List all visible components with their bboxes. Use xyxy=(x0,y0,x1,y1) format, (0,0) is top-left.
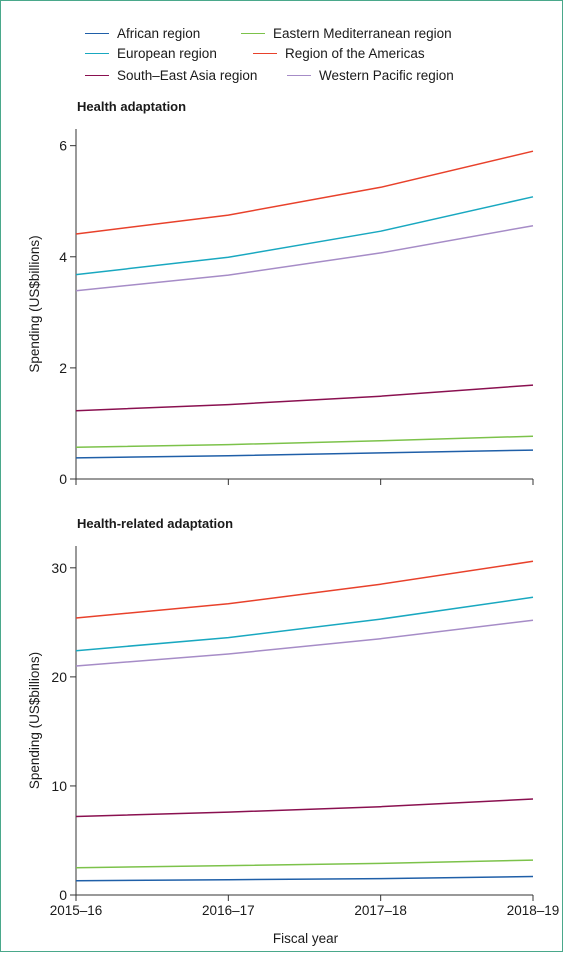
x-axis-label: Fiscal year xyxy=(273,931,339,946)
panel-title-health-related-adaptation: Health-related adaptation xyxy=(77,516,234,531)
legend-label: European region xyxy=(117,45,217,61)
series-line-south-east-asia-region xyxy=(75,384,534,412)
series-line-african-region xyxy=(75,875,534,882)
series-line-european-region xyxy=(75,196,534,276)
y-axis-label: Spending (US$billions) xyxy=(27,235,42,372)
legend-item-south-east-asia: South–East Asia region xyxy=(85,67,257,83)
legend-item-european: European region xyxy=(85,45,217,61)
y-tick-label: 10 xyxy=(51,778,67,794)
series-line-western-pacific-region xyxy=(75,619,534,667)
legend-item-americas: Region of the Americas xyxy=(253,45,425,61)
legend-item-african: African region xyxy=(85,25,200,41)
y-tick-label: 20 xyxy=(51,669,67,685)
legend-swatch xyxy=(85,52,109,54)
panel-title-health-adaptation: Health adaptation xyxy=(77,99,187,114)
series-line-european-region xyxy=(75,596,534,652)
y-tick-label: 30 xyxy=(51,560,67,576)
series-line-region-of-the-americas xyxy=(75,150,534,235)
y-tick-label: 0 xyxy=(59,887,67,903)
y-axis-label: Spending (US$billions) xyxy=(27,652,42,789)
series-line-western-pacific-region xyxy=(75,224,534,292)
chart-legend: African region Eastern Mediterranean reg… xyxy=(1,1,563,91)
y-tick-label: 2 xyxy=(59,360,67,376)
legend-swatch xyxy=(287,74,311,76)
legend-swatch xyxy=(253,52,277,54)
series-line-eastern-mediterranean-region xyxy=(75,859,534,869)
legend-swatch xyxy=(241,32,265,34)
series-line-south-east-asia-region xyxy=(75,798,534,818)
x-tick-label: 2017–18 xyxy=(354,903,407,918)
y-tick-label: 6 xyxy=(59,138,67,154)
legend-swatch xyxy=(85,32,109,34)
x-tick-label: 2015–16 xyxy=(50,903,103,918)
legend-item-western-pacific: Western Pacific region xyxy=(287,67,454,83)
legend-item-eastern-mediterranean: Eastern Mediterranean region xyxy=(241,25,452,41)
x-tick-label: 2016–17 xyxy=(202,903,255,918)
series-line-region-of-the-americas xyxy=(75,560,534,619)
y-tick-label: 0 xyxy=(59,471,67,487)
legend-swatch xyxy=(85,74,109,76)
x-tick-label: 2018–19 xyxy=(507,903,560,918)
legend-label: Region of the Americas xyxy=(285,45,425,61)
legend-label: African region xyxy=(117,25,201,41)
y-tick-label: 4 xyxy=(59,249,67,265)
series-line-eastern-mediterranean-region xyxy=(75,435,534,449)
series-line-african-region xyxy=(75,449,534,459)
legend-label: South–East Asia region xyxy=(117,67,258,83)
legend-label: Western Pacific region xyxy=(319,67,454,83)
legend-label: Eastern Mediterranean region xyxy=(273,25,452,41)
